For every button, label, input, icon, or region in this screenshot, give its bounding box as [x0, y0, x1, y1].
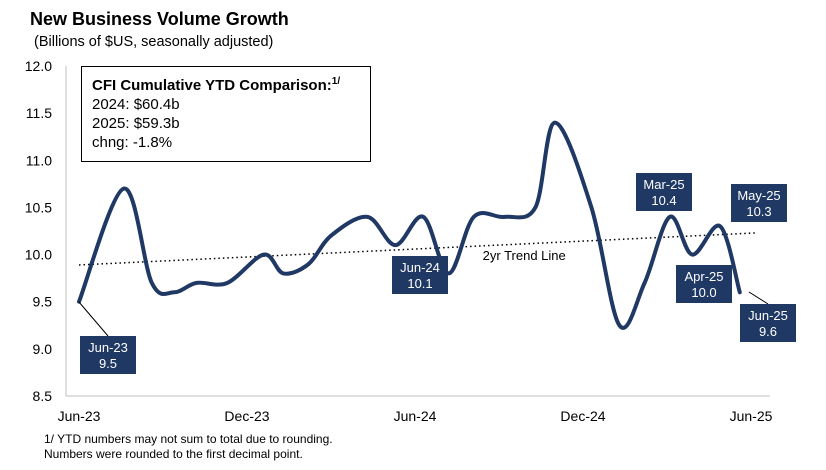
y-tick-label: 12.0 [25, 58, 52, 74]
callout-value: 9.5 [99, 356, 117, 371]
trend-line-label: 2yr Trend Line [483, 248, 566, 263]
callout-value: 10.3 [746, 204, 771, 219]
series-line [77, 120, 742, 330]
callout-box [740, 304, 796, 342]
trend-layer: 2yr Trend Line [78, 232, 757, 266]
y-tick-label: 11.0 [26, 152, 52, 168]
callout-box [80, 336, 136, 374]
y-tick-label: 10.0 [25, 247, 52, 263]
x-tick-label: Jun-25 [730, 408, 773, 424]
callout-label: Jun-23 [88, 340, 128, 355]
y-tick-label: 8.5 [33, 388, 53, 404]
callout-label: Jun-25 [748, 308, 788, 323]
x-axis-ticks: Jun-23 Dec-23 Jun-24 Dec-24 Jun-25 [58, 408, 773, 424]
footnote-line-1: 1/ YTD numbers may not sum to total due … [44, 432, 333, 446]
y-tick-label: 9.5 [33, 294, 53, 310]
chart-subtitle: (Billions of $US, seasonally adjusted) [34, 34, 274, 50]
x-tick-label: Jun-24 [394, 408, 437, 424]
callout-label: Apr-25 [684, 269, 723, 284]
trend-line [78, 232, 757, 266]
callout-value: 10.4 [651, 193, 676, 208]
callout-value: 10.1 [407, 276, 432, 291]
callout-leader-line [78, 301, 109, 337]
callout-label: Jun-24 [400, 260, 440, 275]
y-tick-label: 9.0 [33, 341, 53, 357]
callout-value: 9.6 [759, 324, 777, 339]
y-tick-label: 11.5 [26, 105, 52, 121]
ytd-line-change: chng: -1.8% [92, 134, 173, 151]
ytd-box-title-row: CFI Cumulative YTD Comparison:1/ [92, 73, 360, 95]
callout-leader-line [748, 291, 769, 305]
callout-label: May-25 [737, 188, 780, 203]
footnote: 1/ YTD numbers may not sum to total due … [44, 432, 333, 462]
ytd-box-title: CFI Cumulative YTD Comparison: [92, 77, 332, 94]
callout-box [676, 265, 732, 303]
footnote-line-2: Numbers were rounded to the first decima… [44, 447, 303, 461]
y-tick-label: 10.5 [25, 199, 52, 215]
y-axis-ticks: 12.0 11.5 11.0 10.5 10.0 9.5 9.0 8.5 [25, 58, 52, 404]
x-tick-label: Jun-23 [58, 408, 101, 424]
x-tick-label: Dec-23 [224, 408, 269, 424]
ytd-line-2025: 2025: $59.3b [92, 115, 180, 132]
callout-label: Mar-25 [643, 177, 684, 192]
callout-jun-23: Jun-239.5 [78, 301, 136, 374]
callout-box [392, 256, 448, 294]
ytd-line-2024: 2024: $60.4b [92, 96, 180, 113]
ytd-box-note-ref: 1/ [331, 76, 341, 87]
series-layer [77, 120, 742, 330]
chart-title: New Business Volume Growth [30, 9, 289, 29]
callout-value: 10.0 [691, 285, 716, 300]
callout-jun-25: Jun-259.6 [740, 291, 796, 342]
callout-box [636, 173, 692, 211]
callout-box [731, 184, 787, 222]
x-tick-label: Dec-24 [560, 408, 605, 424]
ytd-comparison-box: CFI Cumulative YTD Comparison:1/ 2024: $… [81, 66, 371, 162]
